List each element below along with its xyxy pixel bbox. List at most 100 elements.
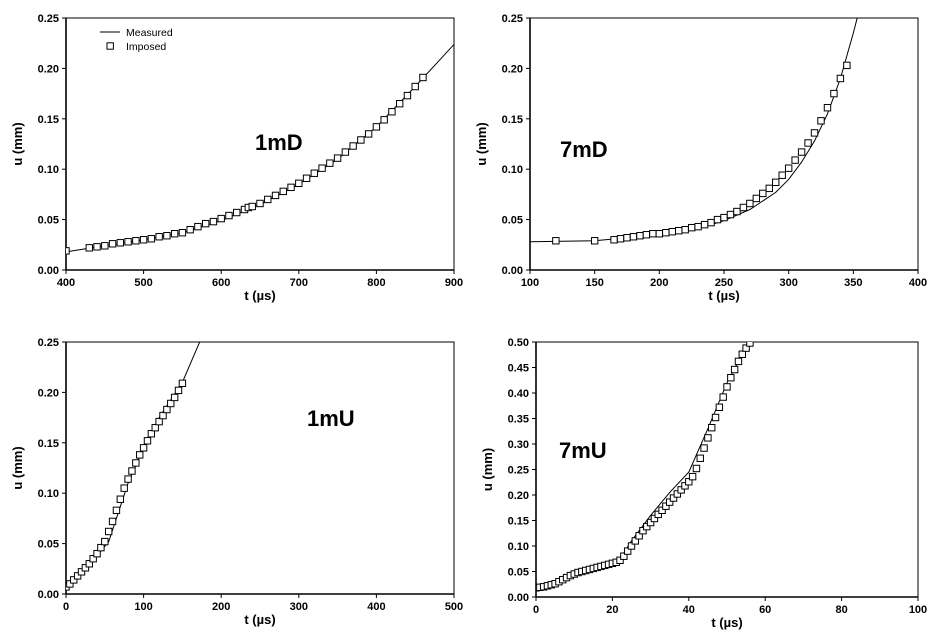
x-tick-label: 40 bbox=[683, 604, 695, 616]
data-point-imposed bbox=[132, 237, 140, 245]
legend-square-swatch bbox=[106, 42, 114, 50]
plot-frame bbox=[65, 341, 455, 595]
data-point-imposed bbox=[349, 142, 357, 150]
plot-area bbox=[66, 342, 201, 591]
data-point-imposed bbox=[85, 244, 93, 252]
data-point-imposed bbox=[155, 233, 163, 241]
panel-label: 7mD bbox=[560, 137, 608, 162]
data-point-imposed bbox=[687, 223, 696, 232]
y-tick-label: 0.35 bbox=[508, 414, 529, 426]
x-tick-label: 400 bbox=[57, 277, 75, 289]
panel-label: 1mU bbox=[307, 406, 355, 431]
data-point-imposed bbox=[715, 403, 724, 411]
y-axis-label: u (mm) bbox=[480, 448, 495, 491]
x-tick-label: 100 bbox=[909, 604, 927, 616]
data-point-imposed bbox=[778, 171, 786, 179]
data-point-imposed bbox=[730, 365, 739, 374]
data-point-imposed bbox=[685, 478, 693, 486]
data-point-imposed bbox=[264, 195, 272, 204]
y-tick-label: 0.10 bbox=[508, 541, 529, 553]
chart-panel-7mD: 100 150 200 250 300 350 400 0.00 0.05 0.10 0.15 0.2… bbox=[474, 13, 927, 303]
y-tick-label: 0.15 bbox=[508, 516, 529, 528]
y-axis-label: u (mm) bbox=[10, 446, 25, 489]
data-point-imposed bbox=[97, 543, 105, 552]
x-tick-label: 600 bbox=[212, 277, 230, 289]
y-tick-label: 0.40 bbox=[508, 388, 529, 400]
x-tick-label: 80 bbox=[835, 604, 847, 616]
x-tick-label: 350 bbox=[844, 277, 862, 289]
data-point-imposed bbox=[791, 156, 799, 164]
data-point-imposed bbox=[836, 74, 845, 83]
y-tick-label: 0.15 bbox=[502, 114, 523, 126]
data-point-imposed bbox=[93, 243, 101, 251]
data-point-imposed bbox=[159, 411, 167, 420]
data-point-imposed bbox=[112, 506, 121, 515]
data-point-imposed bbox=[104, 527, 113, 536]
plot-area bbox=[536, 342, 755, 592]
data-point-imposed bbox=[707, 218, 715, 227]
data-point-imposed bbox=[326, 159, 334, 167]
data-point-imposed bbox=[139, 444, 148, 452]
data-point-imposed bbox=[677, 486, 685, 494]
data-point-imposed bbox=[128, 467, 136, 475]
legend-entry-imposed: Imposed bbox=[126, 41, 166, 53]
data-point-imposed bbox=[194, 222, 202, 231]
y-tick-label: 0.25 bbox=[38, 337, 59, 349]
x-axis-label: t (µs) bbox=[244, 288, 275, 303]
data-point-imposed bbox=[649, 230, 657, 238]
y-tick-label: 0.25 bbox=[508, 465, 529, 477]
data-point-imposed bbox=[124, 238, 132, 246]
y-tick-label: 0.50 bbox=[508, 337, 529, 349]
x-tick-label: 300 bbox=[779, 277, 797, 289]
panel-label: 1mD bbox=[255, 130, 303, 155]
y-tick-label: 0.10 bbox=[502, 164, 523, 176]
y-tick-label: 0.05 bbox=[38, 539, 59, 551]
data-point-imposed bbox=[364, 130, 373, 138]
x-tick-label: 100 bbox=[134, 601, 152, 613]
data-point-imposed bbox=[797, 148, 806, 156]
data-point-imposed bbox=[357, 136, 365, 144]
x-tick-label: 20 bbox=[606, 604, 618, 616]
data-point-imposed bbox=[646, 518, 655, 527]
data-point-imposed bbox=[738, 350, 746, 358]
data-point-imposed bbox=[66, 580, 74, 588]
data-point-imposed bbox=[590, 237, 599, 245]
y-tick-label: 0.15 bbox=[38, 438, 59, 450]
data-point-imposed bbox=[116, 495, 125, 503]
data-point-imposed bbox=[742, 344, 750, 352]
x-tick-label: 150 bbox=[585, 277, 603, 289]
data-point-imposed bbox=[823, 104, 832, 112]
data-point-imposed bbox=[217, 214, 225, 223]
data-point-imposed bbox=[784, 164, 793, 172]
x-tick-label: 0 bbox=[63, 601, 69, 613]
data-point-imposed bbox=[708, 423, 716, 432]
data-point-imposed bbox=[411, 82, 419, 91]
data-point-imposed bbox=[186, 225, 194, 234]
data-point-imposed bbox=[727, 374, 735, 382]
data-point-imposed bbox=[552, 237, 560, 245]
data-point-imposed bbox=[93, 549, 101, 558]
chart-panel-1mD: 400 500 600 700 800 900 0.00 0.05 0.10 0.15 0.20 0.… bbox=[10, 13, 463, 303]
data-point-imposed bbox=[733, 207, 741, 216]
data-point-imposed bbox=[167, 399, 175, 408]
data-point-imposed bbox=[147, 430, 156, 438]
y-tick-label: 0.45 bbox=[508, 363, 529, 375]
data-point-imposed bbox=[116, 239, 125, 247]
data-point-imposed bbox=[151, 423, 159, 432]
data-point-imposed bbox=[817, 117, 825, 125]
data-point-imposed bbox=[132, 459, 140, 467]
data-point-imposed bbox=[631, 537, 640, 545]
data-point-imposed bbox=[700, 220, 709, 229]
data-point-imposed bbox=[713, 215, 722, 224]
data-point-imposed bbox=[639, 527, 647, 535]
data-point-imposed bbox=[333, 154, 342, 162]
x-tick-label: 400 bbox=[367, 601, 385, 613]
data-point-imposed bbox=[720, 213, 728, 222]
x-tick-label: 250 bbox=[715, 277, 733, 289]
y-tick-label: 0.20 bbox=[508, 490, 529, 502]
chart-panel-1mU: 0 100 200 300 400 500 0.00 0.05 0.10 0.15 0.20 0.25… bbox=[10, 337, 463, 627]
data-point-imposed bbox=[675, 226, 683, 235]
legend: Measured Imposed bbox=[100, 27, 173, 53]
data-point-imposed bbox=[201, 219, 210, 228]
y-tick-label: 0.00 bbox=[38, 265, 59, 277]
